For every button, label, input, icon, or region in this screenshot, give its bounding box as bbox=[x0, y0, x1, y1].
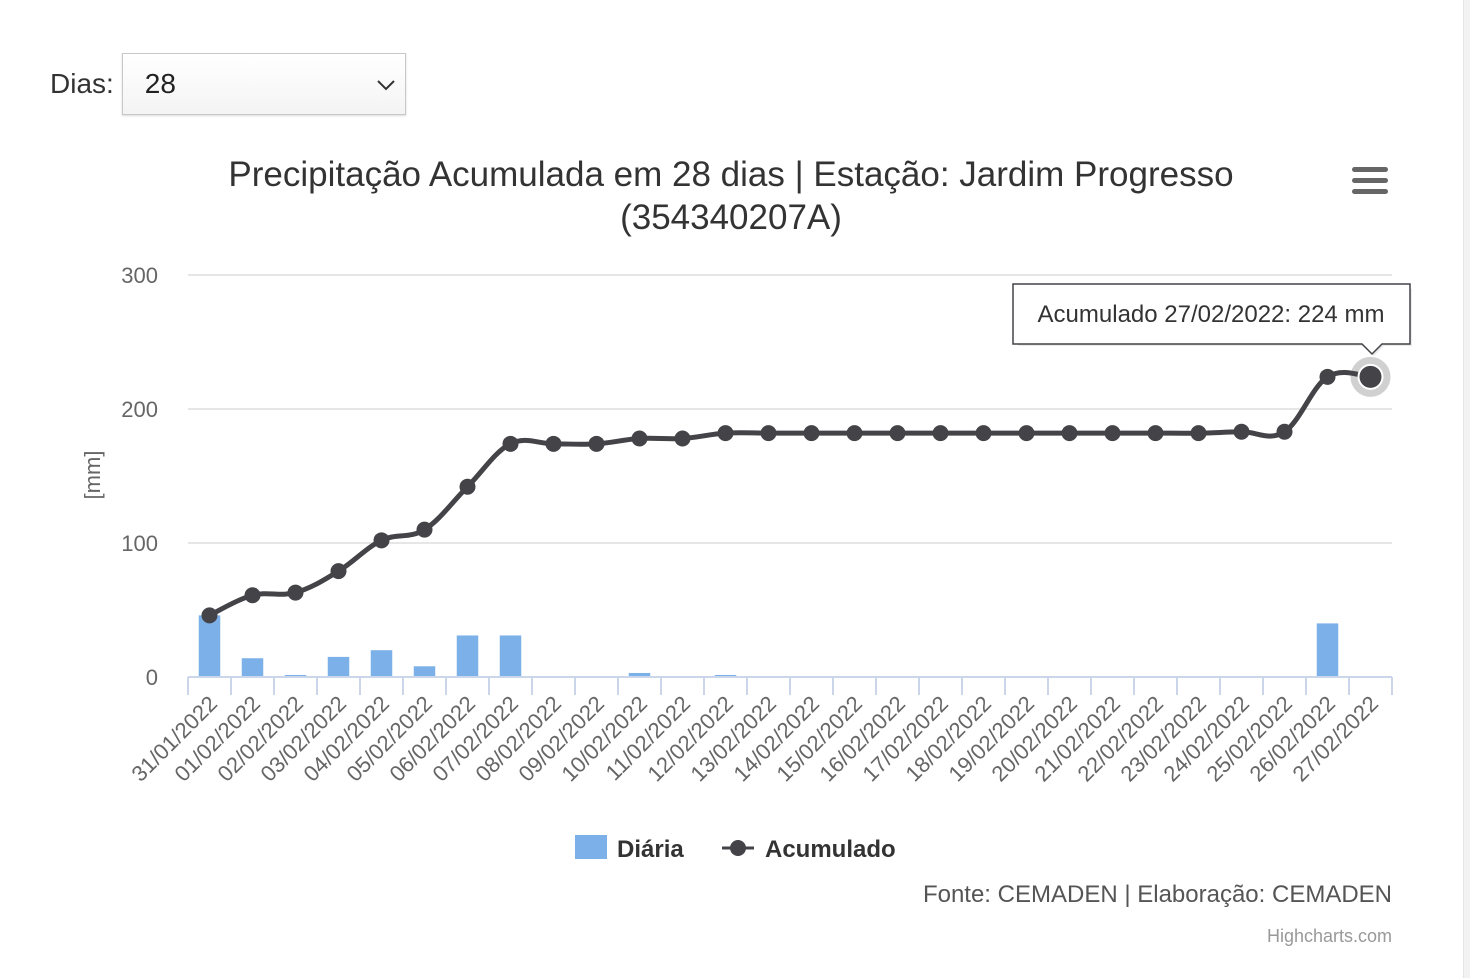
y-tick-label: 0 bbox=[146, 665, 158, 690]
bar-diaria[interactable] bbox=[499, 635, 522, 677]
legend-marker-acumulado bbox=[730, 840, 746, 856]
bar-diaria[interactable] bbox=[327, 656, 350, 677]
legend-item-acumulado[interactable]: Acumulado bbox=[722, 836, 896, 863]
point-acumulado[interactable] bbox=[416, 521, 433, 538]
point-acumulado[interactable] bbox=[244, 587, 261, 604]
point-acumulado[interactable] bbox=[631, 430, 648, 447]
tooltip-text: Acumulado 27/02/2022: 224 mm bbox=[1038, 301, 1385, 328]
days-select-value: 28 bbox=[144, 68, 176, 99]
point-acumulado[interactable] bbox=[373, 532, 390, 549]
bar-diaria[interactable] bbox=[370, 650, 393, 677]
point-acumulado[interactable] bbox=[502, 435, 519, 452]
point-acumulado[interactable] bbox=[1147, 425, 1164, 442]
point-acumulado[interactable] bbox=[717, 425, 734, 442]
chart-subtitle: (354340207A) bbox=[620, 198, 842, 237]
tooltip: Acumulado 27/02/2022: 224 mm bbox=[1012, 283, 1412, 356]
point-acumulado[interactable] bbox=[330, 563, 347, 580]
point-acumulado[interactable] bbox=[803, 425, 820, 442]
line-path-acumulado bbox=[208, 369, 1371, 618]
bar-diaria[interactable] bbox=[241, 658, 264, 677]
chevron-down-icon bbox=[377, 80, 395, 91]
line-series-acumulado bbox=[208, 369, 1371, 618]
legend-label-acumulado: Acumulado bbox=[765, 836, 896, 863]
bar-diaria[interactable] bbox=[714, 674, 737, 677]
point-acumulado[interactable] bbox=[1018, 425, 1035, 442]
point-acumulado[interactable] bbox=[459, 478, 476, 495]
point-acumulado[interactable] bbox=[1276, 423, 1293, 440]
point-acumulado[interactable] bbox=[588, 435, 605, 452]
hamburger-menu-icon[interactable] bbox=[1346, 162, 1394, 202]
point-acumulado[interactable] bbox=[760, 425, 777, 442]
point-acumulado[interactable] bbox=[1357, 363, 1384, 390]
days-select[interactable]: 28 bbox=[121, 53, 406, 115]
y-axis-label: [mm] bbox=[80, 451, 105, 500]
y-tick-label: 100 bbox=[121, 531, 158, 556]
point-acumulado[interactable] bbox=[1104, 425, 1121, 442]
legend-label-diaria: Diária bbox=[617, 836, 684, 863]
point-acumulado[interactable] bbox=[674, 430, 691, 447]
x-axis bbox=[187, 676, 1393, 695]
point-acumulado[interactable] bbox=[846, 425, 863, 442]
point-acumulado[interactable] bbox=[1190, 425, 1207, 442]
point-acumulado[interactable] bbox=[287, 584, 304, 601]
y-tick-label: 300 bbox=[121, 263, 158, 288]
bar-diaria[interactable] bbox=[284, 674, 307, 677]
legend-symbol-diaria bbox=[575, 835, 607, 859]
x-tick-labels: 31/01/202201/02/202202/02/202203/02/2022… bbox=[126, 691, 1383, 787]
point-acumulado[interactable] bbox=[545, 435, 562, 452]
point-acumulado[interactable] bbox=[1319, 368, 1336, 385]
bar-diaria[interactable] bbox=[1316, 623, 1339, 677]
chart-credits-source: Fonte: CEMADEN | Elaboração: CEMADEN bbox=[923, 881, 1392, 908]
point-acumulado[interactable] bbox=[975, 425, 992, 442]
y-tick-label: 200 bbox=[121, 397, 158, 422]
bar-series-diaria bbox=[198, 615, 1339, 677]
legend-item-diaria[interactable]: Diária bbox=[575, 835, 684, 863]
bar-diaria[interactable] bbox=[198, 615, 221, 677]
point-acumulado[interactable] bbox=[932, 425, 949, 442]
line-points-acumulado bbox=[201, 356, 1391, 624]
point-acumulado[interactable] bbox=[889, 425, 906, 442]
scrollbar-track[interactable] bbox=[1463, 0, 1470, 978]
bar-diaria[interactable] bbox=[628, 672, 651, 677]
chart-title: Precipitação Acumulada em 28 dias | Esta… bbox=[228, 155, 1233, 194]
point-acumulado[interactable] bbox=[1233, 423, 1250, 440]
legend: Diária Acumulado bbox=[575, 835, 896, 863]
point-acumulado[interactable] bbox=[201, 607, 218, 624]
highcharts-credit-link[interactable]: Highcharts.com bbox=[1267, 926, 1392, 946]
days-filter: Dias: 28 bbox=[50, 52, 406, 116]
y-tick-labels: 0 100 200 300 bbox=[121, 263, 158, 690]
bar-diaria[interactable] bbox=[456, 635, 479, 677]
days-label: Dias: bbox=[50, 68, 114, 99]
bar-diaria[interactable] bbox=[413, 666, 436, 677]
point-acumulado[interactable] bbox=[1061, 425, 1078, 442]
